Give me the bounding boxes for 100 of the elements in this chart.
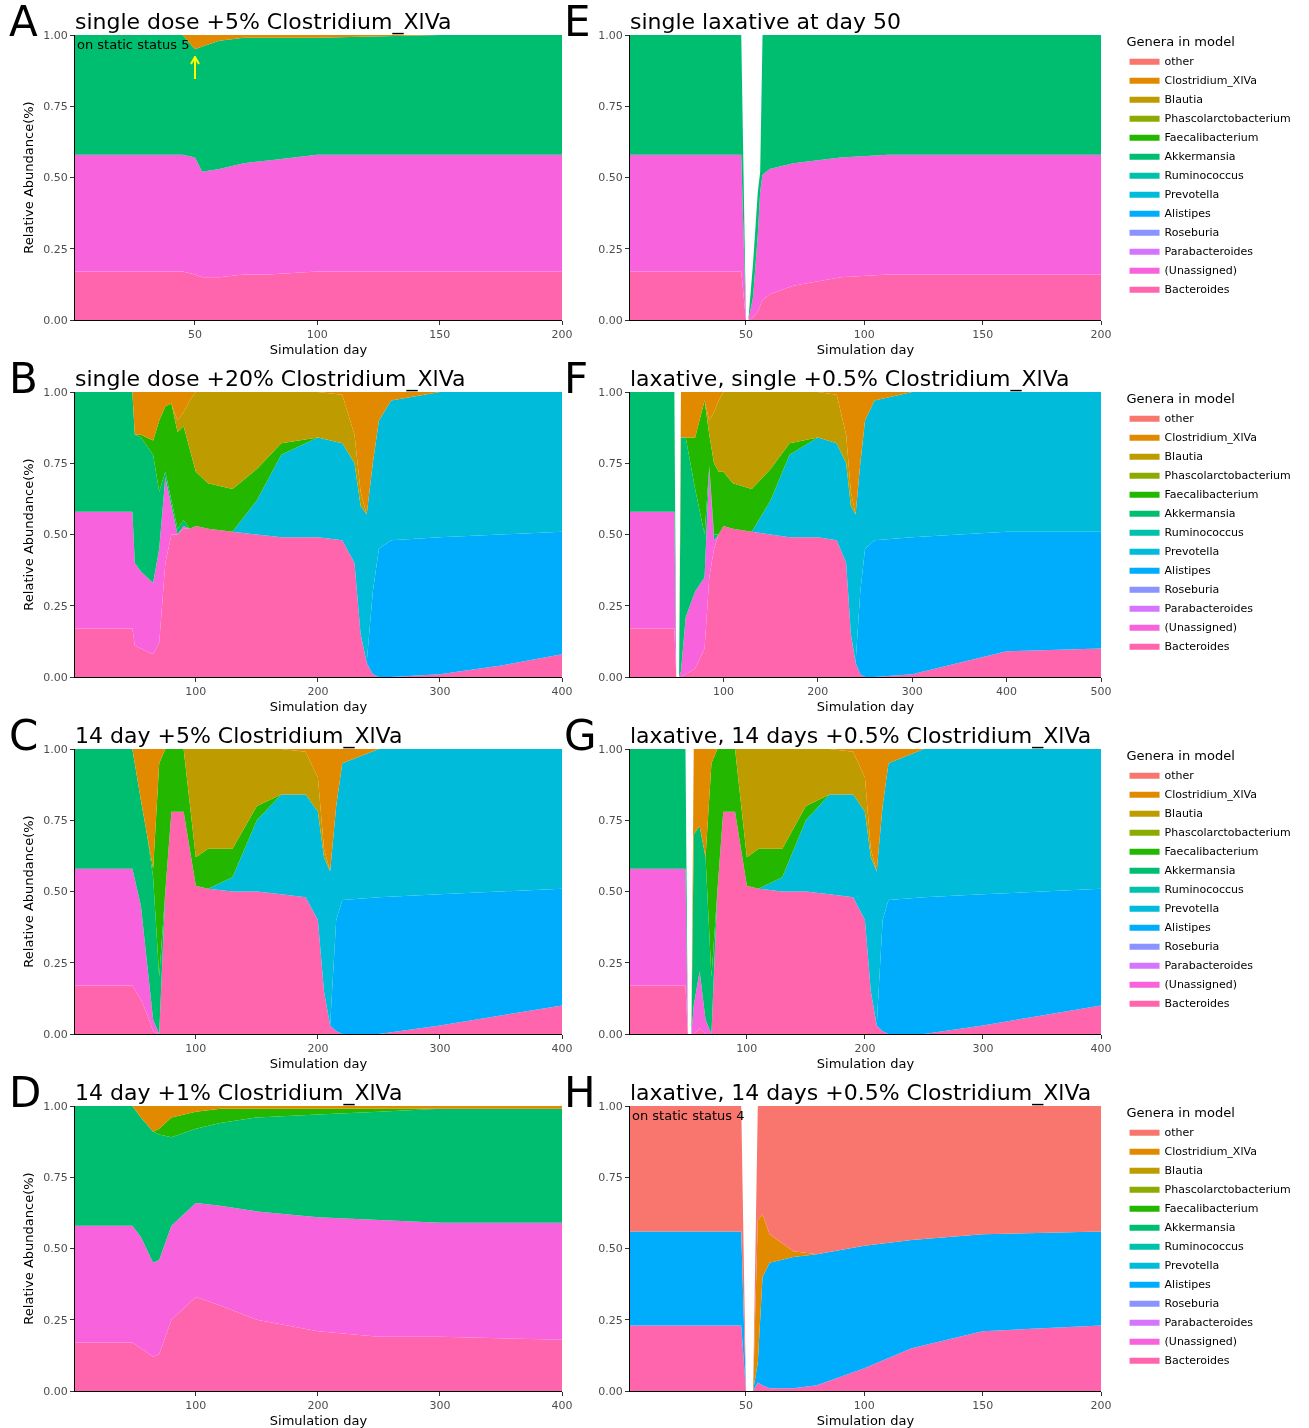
legend-label: Alistipes xyxy=(1164,206,1212,220)
chart-title: laxative, 14 days +0.5% Clostridium_XlVa xyxy=(630,723,1092,749)
chart-title: laxative, single +0.5% Clostridium_XlVa xyxy=(630,366,1070,392)
legend-label: Ruminococcus xyxy=(1164,168,1244,182)
chart-title: single dose +5% Clostridium_XlVa xyxy=(75,9,452,35)
x-tick-label: 200 xyxy=(1090,328,1112,342)
x-tick-label: 300 xyxy=(901,685,923,699)
legend-label: Roseburia xyxy=(1164,582,1220,596)
y-tick-label: 1.00 xyxy=(43,742,68,756)
x-axis-title: Simulation day xyxy=(269,1055,368,1071)
x-tick-label: 150 xyxy=(972,1399,994,1413)
y-tick-label: 0.75 xyxy=(598,814,623,828)
y-tick-label: 1.00 xyxy=(43,1099,68,1113)
legend-label: Blautia xyxy=(1164,449,1203,463)
legend-label: Blautia xyxy=(1164,1163,1203,1177)
legend-label: Akkermansia xyxy=(1164,506,1236,520)
legend-label: Prevotella xyxy=(1164,187,1220,201)
legend-title: Genera in model xyxy=(1126,1105,1235,1121)
y-tick-label: 0.50 xyxy=(43,171,68,185)
x-axis-title: Simulation day xyxy=(816,1412,915,1428)
y-tick-label: 0.75 xyxy=(598,100,623,114)
y-tick-label: 0.00 xyxy=(598,670,623,684)
legend-label: Bacteroides xyxy=(1164,282,1230,296)
legend-label: Parabacteroides xyxy=(1164,601,1254,615)
x-tick-label: 50 xyxy=(738,1399,753,1413)
legend-label: Clostridium_XlVa xyxy=(1164,787,1257,801)
y-axis-title: Relative Abundance(%) xyxy=(21,815,37,968)
legend-label: Faecalibacterium xyxy=(1164,1201,1259,1215)
y-axis-title: Relative Abundance(%) xyxy=(21,101,37,254)
legend-label: (Unassigned) xyxy=(1164,263,1238,277)
legend-label: (Unassigned) xyxy=(1164,1334,1238,1348)
legend-label: Faecalibacterium xyxy=(1164,487,1259,501)
legend-label: Phascolarctobacterium xyxy=(1164,111,1291,125)
legend-label: Bacteroides xyxy=(1164,639,1230,653)
x-tick-label: 100 xyxy=(853,1399,875,1413)
legend-label: Akkermansia xyxy=(1164,863,1236,877)
text: G xyxy=(564,711,597,760)
x-tick-label: 200 xyxy=(551,328,573,342)
y-tick-label: 0.50 xyxy=(43,528,68,542)
legend-label: Parabacteroides xyxy=(1164,244,1254,258)
chart-title: laxative, 14 days +0.5% Clostridium_XlVa xyxy=(630,1080,1092,1106)
x-tick-label: 50 xyxy=(738,328,753,342)
y-tick-label: 0.50 xyxy=(43,885,68,899)
x-axis-title: Simulation day xyxy=(816,698,915,714)
y-tick-label: 0.50 xyxy=(598,885,623,899)
legend-title: Genera in model xyxy=(1126,34,1235,50)
legend-label: Prevotella xyxy=(1164,1258,1220,1272)
x-tick-label: 200 xyxy=(807,685,829,699)
y-tick-label: 0.25 xyxy=(43,956,68,970)
legend-label: other xyxy=(1164,411,1195,425)
text: D xyxy=(9,1068,42,1117)
legend-label: Prevotella xyxy=(1164,544,1220,558)
legend-label: Blautia xyxy=(1164,92,1203,106)
x-axis-title: Simulation day xyxy=(269,341,368,357)
y-tick-label: 0.25 xyxy=(598,599,623,613)
legend-label: Ruminococcus xyxy=(1164,525,1244,539)
x-tick-label: 300 xyxy=(429,1399,451,1413)
legend-label: Alistipes xyxy=(1164,563,1212,577)
x-tick-label: 400 xyxy=(551,1042,573,1056)
y-tick-label: 0.50 xyxy=(598,171,623,185)
x-tick-label: 200 xyxy=(854,1042,876,1056)
legend-label: Phascolarctobacterium xyxy=(1164,468,1291,482)
y-tick-label: 0.25 xyxy=(43,242,68,256)
x-tick-label: 400 xyxy=(551,685,573,699)
legend-label: Faecalibacterium xyxy=(1164,844,1259,858)
y-tick-label: 0.00 xyxy=(598,1384,623,1398)
y-tick-label: 0.75 xyxy=(43,457,68,471)
y-tick-label: 0.75 xyxy=(43,100,68,114)
annotation: on static status 5 xyxy=(77,37,190,52)
x-tick-label: 200 xyxy=(307,685,329,699)
y-tick-label: 0.00 xyxy=(598,313,623,327)
legend-label: Parabacteroides xyxy=(1164,958,1254,972)
legend-title: Genera in model xyxy=(1126,391,1235,407)
y-tick-label: 1.00 xyxy=(43,385,68,399)
y-tick-label: 0.75 xyxy=(43,1171,68,1185)
x-axis-title: Simulation day xyxy=(269,1412,368,1428)
x-tick-label: 200 xyxy=(1090,1399,1112,1413)
legend-label: Clostridium_XlVa xyxy=(1164,430,1257,444)
legend-label: Prevotella xyxy=(1164,901,1220,915)
legend-label: Roseburia xyxy=(1164,225,1220,239)
legend-label: Alistipes xyxy=(1164,1277,1212,1291)
chart-title: single laxative at day 50 xyxy=(630,9,902,34)
x-tick-label: 100 xyxy=(736,1042,758,1056)
legend-label: (Unassigned) xyxy=(1164,620,1238,634)
x-tick-label: 150 xyxy=(972,328,994,342)
legend-label: Blautia xyxy=(1164,806,1203,820)
y-tick-label: 1.00 xyxy=(43,28,68,42)
y-tick-label: 0.50 xyxy=(598,528,623,542)
y-axis-title: Relative Abundance(%) xyxy=(21,1172,37,1325)
y-tick-label: 0.50 xyxy=(598,1242,623,1256)
chart-title: single dose +20% Clostridium_XlVa xyxy=(75,366,466,392)
legend-label: Phascolarctobacterium xyxy=(1164,825,1291,839)
text: A xyxy=(9,0,38,46)
x-tick-label: 400 xyxy=(551,1399,573,1413)
legend-label: other xyxy=(1164,768,1195,782)
text: B xyxy=(9,354,38,403)
legend-title: Genera in model xyxy=(1126,748,1235,764)
legend-label: Bacteroides xyxy=(1164,996,1230,1010)
text: E xyxy=(564,0,591,46)
y-tick-label: 0.00 xyxy=(43,1384,68,1398)
